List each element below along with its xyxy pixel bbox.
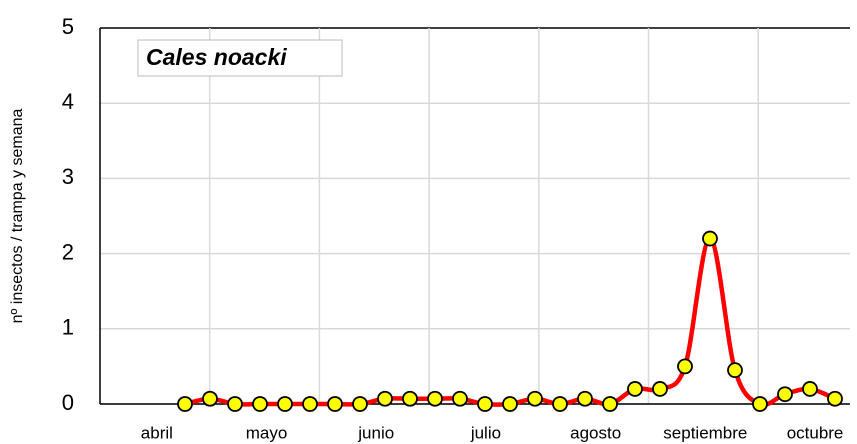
marker bbox=[352, 396, 368, 412]
y-tick-label: 2 bbox=[62, 239, 74, 264]
chart-title: Cales noacki bbox=[146, 44, 287, 70]
x-tick-label: abril bbox=[141, 423, 173, 442]
marker bbox=[227, 396, 243, 412]
marker bbox=[677, 358, 693, 375]
marker bbox=[652, 381, 668, 397]
y-tick-label: 1 bbox=[62, 315, 74, 340]
marker bbox=[777, 386, 793, 403]
marker bbox=[577, 390, 593, 407]
marker bbox=[627, 381, 643, 397]
x-tick-label: julio bbox=[470, 423, 501, 442]
marker bbox=[827, 390, 843, 407]
x-tick-label: mayo bbox=[246, 423, 288, 442]
marker bbox=[302, 396, 318, 412]
y-tick-label: 0 bbox=[62, 390, 74, 415]
marker bbox=[452, 390, 468, 407]
y-tick-label: 3 bbox=[62, 164, 74, 189]
marker bbox=[427, 390, 443, 407]
marker bbox=[377, 390, 393, 407]
y-tick-label: 5 bbox=[62, 14, 74, 39]
x-tick-label: junio bbox=[357, 423, 394, 442]
marker bbox=[402, 390, 418, 407]
marker bbox=[702, 230, 718, 247]
x-tick-label: agosto bbox=[570, 423, 621, 442]
y-axis-label: nº insectos / trampa y semana bbox=[9, 108, 26, 323]
marker bbox=[752, 396, 768, 412]
marker bbox=[802, 381, 818, 397]
marker bbox=[327, 396, 343, 412]
x-tick-label: octubre bbox=[787, 423, 844, 442]
marker bbox=[527, 390, 543, 407]
marker bbox=[477, 396, 493, 412]
title-box bbox=[137, 39, 343, 77]
marker bbox=[552, 396, 568, 412]
x-tick-label: septiembre bbox=[663, 423, 747, 442]
marker bbox=[277, 396, 293, 412]
marker bbox=[202, 390, 218, 407]
marker bbox=[177, 396, 193, 412]
marker bbox=[602, 396, 618, 412]
marker bbox=[727, 362, 743, 379]
marker bbox=[502, 396, 518, 412]
series-line bbox=[184, 236, 836, 408]
marker bbox=[252, 396, 268, 412]
y-tick-label: 4 bbox=[62, 89, 74, 114]
